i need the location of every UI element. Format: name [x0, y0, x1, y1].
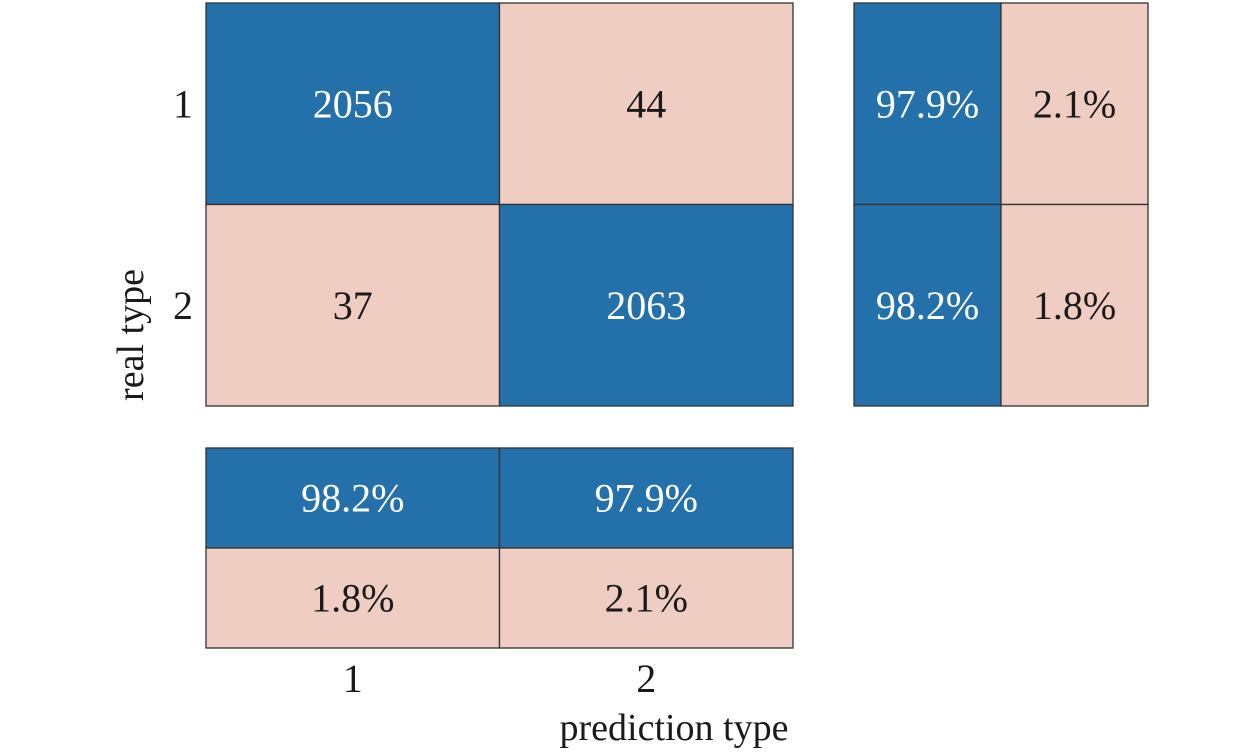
row-summary-cell-r2-c1-label: 98.2%: [876, 283, 979, 328]
tick-labels: 1 2 1 2: [173, 81, 656, 701]
column-summary-cell-r2-c2: [498, 547, 794, 649]
row-summary-cell-r2-c2-label: 1.8%: [1033, 283, 1116, 328]
row-summary-cell-r1-c1-label: 97.9%: [876, 81, 979, 126]
row-summary-cell-r2-c2: [1000, 203, 1149, 407]
matrix-cell-r2-c2: [498, 203, 794, 407]
matrix-cell-r2-c1: [205, 203, 501, 407]
column-summary-cell-r1-c2-label: 97.9%: [595, 476, 698, 521]
matrix-cell-r2-c1-label: 37: [333, 283, 373, 328]
x-tick-label-1: 1: [343, 656, 363, 701]
y-tick-label-1: 1: [173, 81, 193, 126]
matrix-cell-r2-c2-label: 2063: [606, 283, 686, 328]
column-summary-cell-r2-c1-label: 1.8%: [311, 576, 394, 621]
main-matrix: 2056 44 37 2063: [205, 2, 794, 407]
matrix-cell-r1-c1-label: 2056: [313, 81, 393, 126]
row-summary-cell-r1-c2: [1000, 2, 1149, 206]
matrix-cell-r1-c1: [205, 2, 501, 206]
column-summary-cell-r1-c1-label: 98.2%: [301, 476, 404, 521]
y-axis-label: real type: [110, 269, 152, 401]
column-summary-cell-r1-c2: [498, 447, 794, 549]
x-tick-label-2: 2: [636, 656, 656, 701]
column-summary-cell-r2-c2-label: 2.1%: [605, 576, 688, 621]
row-summary-cell-r1-c2-label: 2.1%: [1033, 81, 1116, 126]
matrix-cell-r1-c2-label: 44: [626, 81, 666, 126]
row-summary-cell-r2-c1: [853, 203, 1002, 407]
matrix-cell-r1-c2: [498, 2, 794, 206]
y-tick-label-2: 2: [173, 283, 193, 328]
column-summary-panel: 98.2% 97.9% 1.8% 2.1%: [205, 447, 794, 649]
row-summary-cell-r1-c1: [853, 2, 1002, 206]
row-summary-panel: 97.9% 2.1% 98.2% 1.8%: [853, 2, 1149, 407]
x-axis-label: prediction type: [560, 707, 789, 749]
